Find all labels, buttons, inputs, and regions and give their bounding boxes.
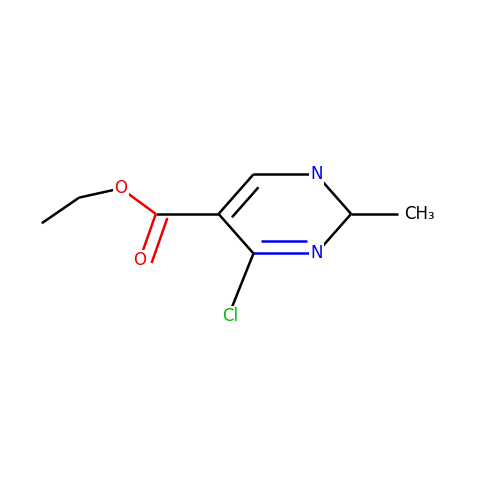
Text: Cl: Cl bbox=[222, 307, 238, 325]
Text: N: N bbox=[310, 244, 322, 262]
Text: O: O bbox=[114, 179, 127, 197]
Text: O: O bbox=[133, 251, 146, 269]
Text: N: N bbox=[310, 165, 322, 183]
Text: CH₃: CH₃ bbox=[405, 205, 435, 223]
